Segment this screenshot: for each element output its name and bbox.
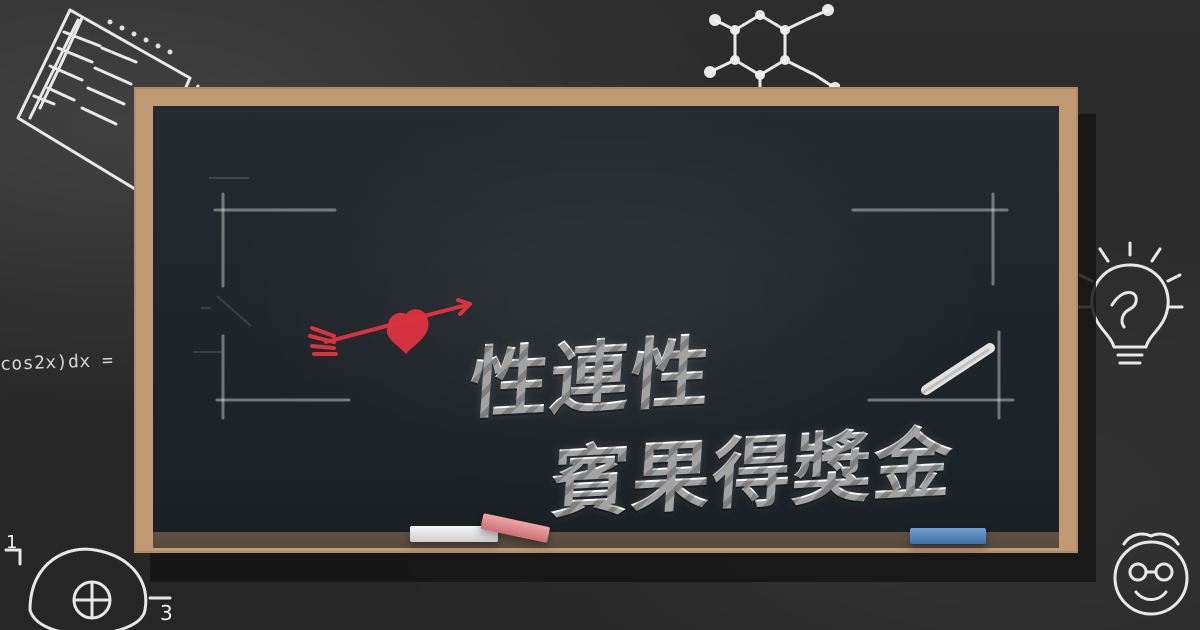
chalkboard: 性連性 賓果得獎金 (153, 106, 1059, 532)
blue-chalk (910, 528, 986, 544)
white-chalk (410, 526, 498, 542)
cell-doodle-icon: 3 1 (0, 520, 190, 630)
chalk-ledge (153, 532, 1059, 548)
svg-text:3: 3 (160, 601, 173, 625)
svg-text:1: 1 (6, 532, 17, 553)
board-guidelines (193, 177, 1015, 420)
chalk-stroke (918, 336, 1008, 410)
face-doodle-icon (1102, 522, 1200, 630)
integral-text-fragment: cos2x)dx = (0, 350, 114, 375)
heart-with-arrow-icon (300, 292, 490, 386)
headline-line-2: 賓果得獎金 (548, 401, 958, 532)
